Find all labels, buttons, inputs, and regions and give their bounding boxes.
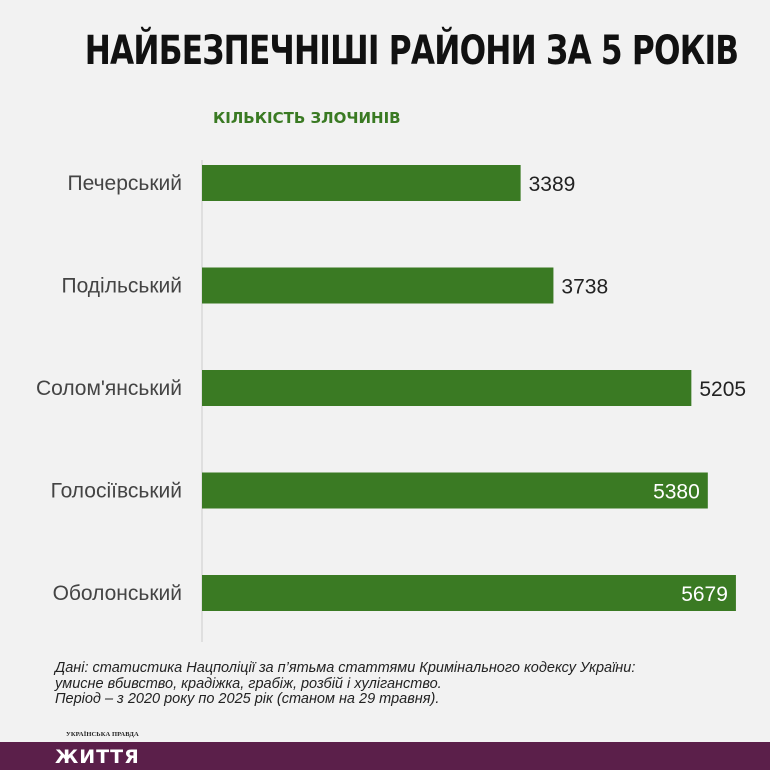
value-label: 3389 bbox=[529, 173, 576, 196]
category-label: Подільський bbox=[61, 275, 182, 298]
value-label: 5380 bbox=[653, 481, 700, 504]
value-label: 5205 bbox=[699, 378, 746, 401]
bar bbox=[202, 267, 554, 304]
category-label: Солом'янський bbox=[36, 377, 182, 400]
footnote-line: Дані: статистика Нацполіції за п’ятьма с… bbox=[55, 660, 636, 676]
bar bbox=[202, 575, 736, 611]
value-label: 5679 bbox=[681, 583, 728, 606]
brand-name: ЖИТТЯ bbox=[55, 746, 140, 768]
category-label: Голосіївський bbox=[51, 480, 182, 503]
footnote-line: Період – з 2020 року по 2025 рік (станом… bbox=[55, 691, 440, 707]
brand-bar bbox=[0, 742, 770, 770]
value-label: 3738 bbox=[561, 276, 608, 299]
bar bbox=[202, 165, 521, 201]
bar bbox=[202, 370, 692, 406]
footnote: Дані: статистика Нацполіції за п’ятьма с… bbox=[55, 660, 755, 708]
category-label: Оболонський bbox=[53, 582, 182, 605]
bar-chart: КІЛЬКІСТЬ ЗЛОЧИНІВ Печерський 3389 Подільс… bbox=[36, 109, 746, 642]
bars-group: Печерський 3389 Подільський 3738 Солом'янськ… bbox=[36, 165, 746, 611]
bar bbox=[202, 472, 708, 509]
brand-strip bbox=[0, 730, 770, 742]
brand-publisher: УКРАЇНСЬКА ПРАВДА bbox=[66, 731, 139, 738]
footnote-line: умисне вбивство, крадіжка, грабіж, розбі… bbox=[55, 675, 442, 692]
category-label: Печерський bbox=[68, 172, 182, 195]
chart-title: НАЙБЕЗПЕЧНІШІ РАЙОНИ ЗА 5 РОКІВ bbox=[84, 28, 739, 74]
chart-subtitle: КІЛЬКІСТЬ ЗЛОЧИНІВ bbox=[213, 109, 401, 127]
